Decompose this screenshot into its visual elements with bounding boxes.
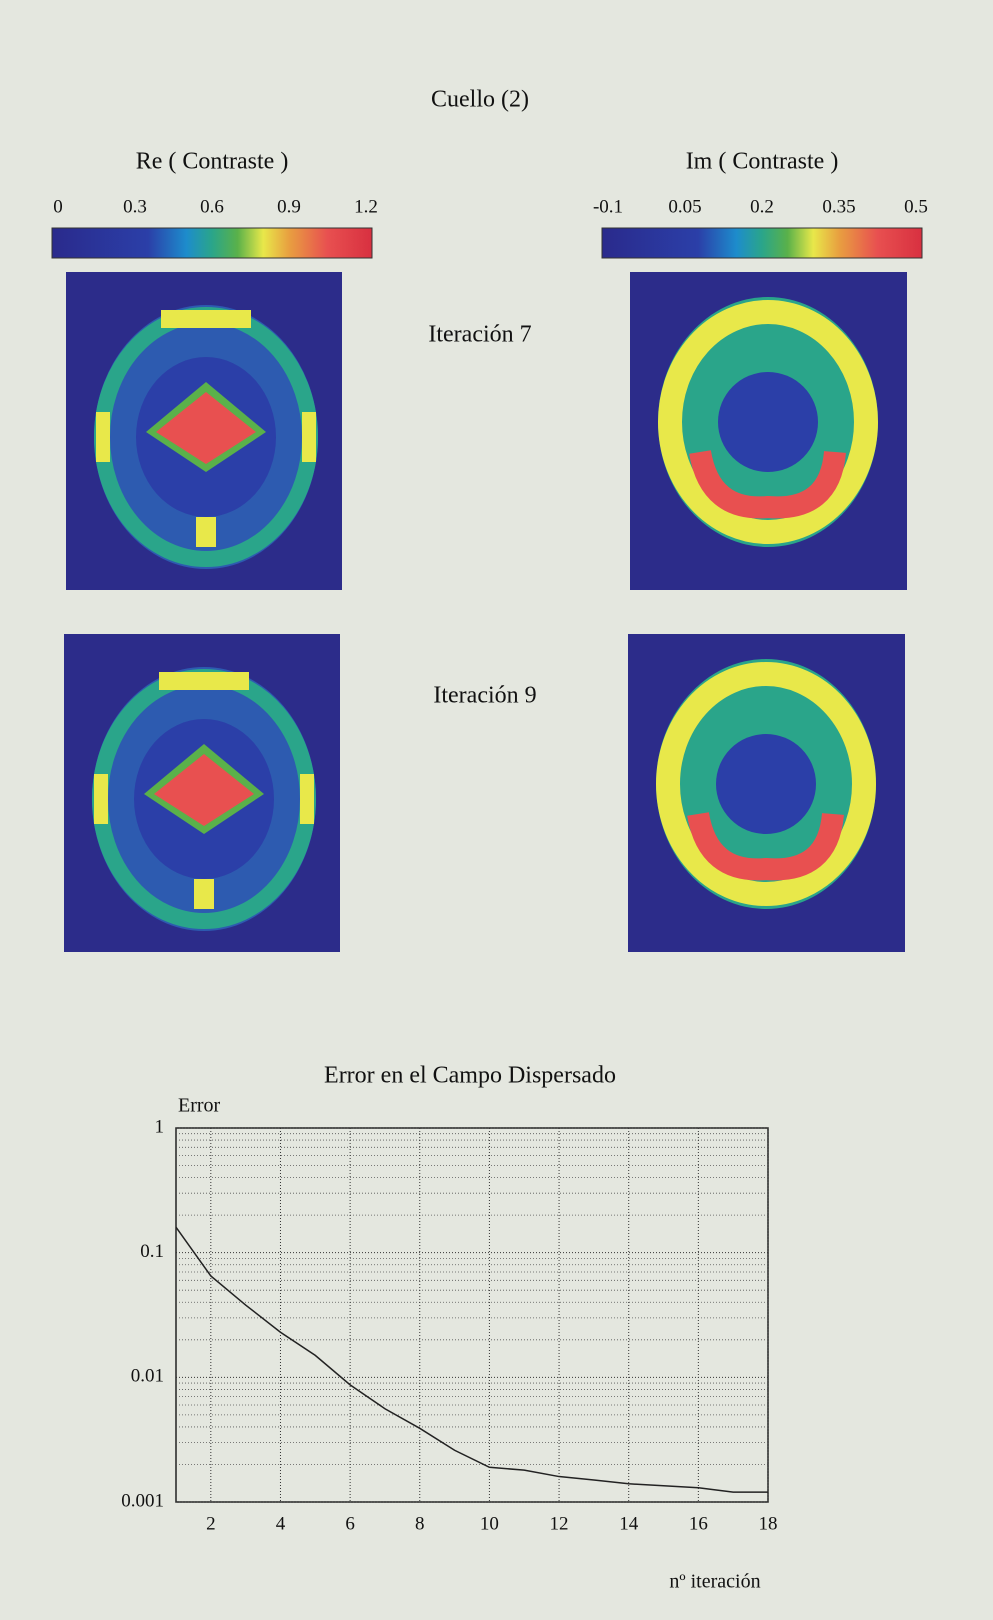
chart-title: Error en el Campo Dispersado: [324, 1063, 616, 1089]
heatmap: [64, 634, 340, 952]
x-tick-label: 8: [415, 1513, 425, 1534]
plot-area: [175, 1127, 769, 1503]
colorbar-tick-label: 0: [53, 196, 63, 217]
y-tick-label: 0.01: [131, 1366, 164, 1387]
panel-label: Iteración 9: [433, 683, 536, 709]
line: [175, 1226, 768, 1493]
colorbar-tick-label: 0.05: [668, 196, 701, 217]
heatmap: [66, 272, 342, 590]
y-tick-label: 1: [155, 1116, 165, 1137]
x-tick-label: 2: [206, 1513, 216, 1534]
colorbar-label: Im ( Contraste ): [686, 149, 839, 175]
colorbar-tick-label: 1.2: [354, 196, 378, 217]
panel-label: Iteración 7: [428, 322, 531, 348]
y-tick-label: 0.1: [140, 1241, 164, 1262]
heatmap: [628, 634, 905, 952]
x-tick-label: 4: [276, 1513, 286, 1534]
x-axis-label: nº iteración: [669, 1571, 760, 1593]
x-tick-label: 6: [345, 1513, 355, 1534]
colorbar-label: Re ( Contraste ): [136, 149, 289, 175]
page-title: Cuello (2): [431, 87, 529, 113]
colorbar-tick-label: 0.2: [750, 196, 774, 217]
x-tick-label: 18: [759, 1513, 778, 1534]
x-tick-label: 12: [550, 1513, 569, 1534]
colorbar: [51, 227, 373, 259]
colorbar-tick-label: -0.1: [593, 196, 623, 217]
colorbar-tick-label: 0.5: [904, 196, 928, 217]
x-tick-label: 14: [619, 1513, 639, 1534]
x-tick-label: 10: [480, 1513, 499, 1534]
colorbar-tick-label: 0.35: [822, 196, 855, 217]
y-tick-label: 0.001: [121, 1490, 164, 1511]
colorbar-tick-label: 0.9: [277, 196, 301, 217]
colorbar-tick-label: 0.3: [123, 196, 147, 217]
colorbar: [601, 227, 923, 259]
y-axis-label: Error: [178, 1095, 221, 1117]
x-tick-label: 16: [689, 1513, 708, 1534]
heatmap: [630, 272, 907, 590]
colorbar-tick-label: 0.6: [200, 196, 224, 217]
